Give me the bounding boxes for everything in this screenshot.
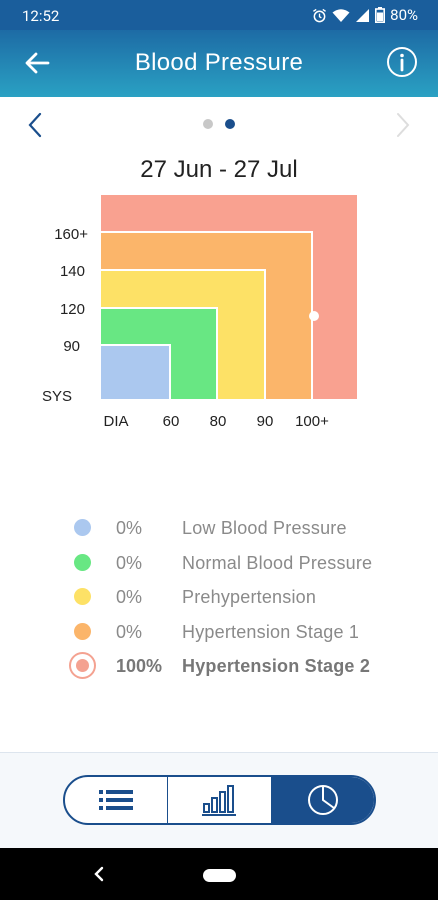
legend-swatch [74,553,91,571]
y-tick-label: 90 [63,338,80,355]
legend-swatch [69,652,96,679]
zone-low-blood-pressure [99,344,171,401]
legend-item: 100% Hypertension Stage 2 [66,648,426,683]
legend-swatch [74,519,91,536]
y-axis-label: SYS [42,388,72,405]
page-dot-1[interactable] [203,119,213,129]
signal-icon [356,8,370,22]
legend-swatch [74,588,91,605]
bar-chart-icon [202,785,237,816]
home-pill[interactable] [203,869,236,882]
legend-percent: 0% [116,621,143,642]
legend-item: 0% Normal Blood Pressure [66,545,426,580]
info-icon[interactable] [386,46,418,78]
alarm-icon [313,8,327,22]
system-nav-bar [0,848,438,900]
chevron-right-icon[interactable] [392,111,414,139]
legend-label: Normal Blood Pressure [182,552,373,573]
legend-label: Hypertension Stage 1 [182,621,360,642]
x-axis-label: DIA [103,413,128,430]
y-tick-label: 140 [60,263,85,280]
y-tick-label: 160+ [54,226,88,243]
legend-percent: 0% [116,587,143,607]
legend-swatch [74,622,91,640]
legend-item: 0% Prehypertension [66,579,426,614]
status-bar: 12:52 80% [0,0,438,30]
x-tick-label: 100+ [295,413,329,430]
wifi-icon [332,8,350,22]
page-title: Blood Pressure [134,49,304,76]
battery-icon [375,7,386,23]
app-bar: Blood Pressure [0,30,438,97]
reading-point[interactable] [309,311,319,321]
date-range: 27 Jun - 27 Jul [140,156,298,183]
legend-percent: 100% [116,656,163,676]
back-arrow-icon[interactable] [22,48,52,78]
legend-item: 0% Low Blood Pressure [66,510,426,545]
reading-points [309,311,319,321]
legend-label: Prehypertension [182,587,317,607]
zones [99,193,359,401]
legend-label: Hypertension Stage 2 [182,656,371,676]
legend-label: Low Blood Pressure [182,518,347,538]
chevron-left-icon[interactable] [24,111,46,139]
pie-chart-icon [307,785,338,815]
battery-percent: 80% [390,6,418,24]
view-switcher [63,775,376,825]
x-tick-label: 80 [210,413,227,430]
page-dot-2[interactable] [225,119,235,129]
legend: 0% Low Blood Pressure 0% Normal Blood Press… [66,510,426,683]
status-icons: 80% [312,6,418,24]
status-time: 12:52 [22,7,60,25]
legend-percent: 0% [116,518,143,538]
blood-pressure-zone-chart: 160+ 140 120 90 SYS DIA 60 80 90 100+ [42,193,359,430]
x-tick-label: 90 [257,413,274,430]
bar-chart-view-button[interactable] [168,777,272,823]
legend-item: 0% Hypertension Stage 1 [66,614,426,649]
pie-chart-view-button[interactable] [271,777,374,823]
legend-percent: 0% [116,552,143,573]
bottom-toolbar [0,752,438,848]
period-pager [0,105,438,145]
list-view-button[interactable] [65,777,169,823]
x-tick-label: 60 [163,413,180,430]
y-tick-label: 120 [60,301,85,318]
list-icon [99,790,134,810]
nav-back-icon[interactable] [92,863,106,885]
